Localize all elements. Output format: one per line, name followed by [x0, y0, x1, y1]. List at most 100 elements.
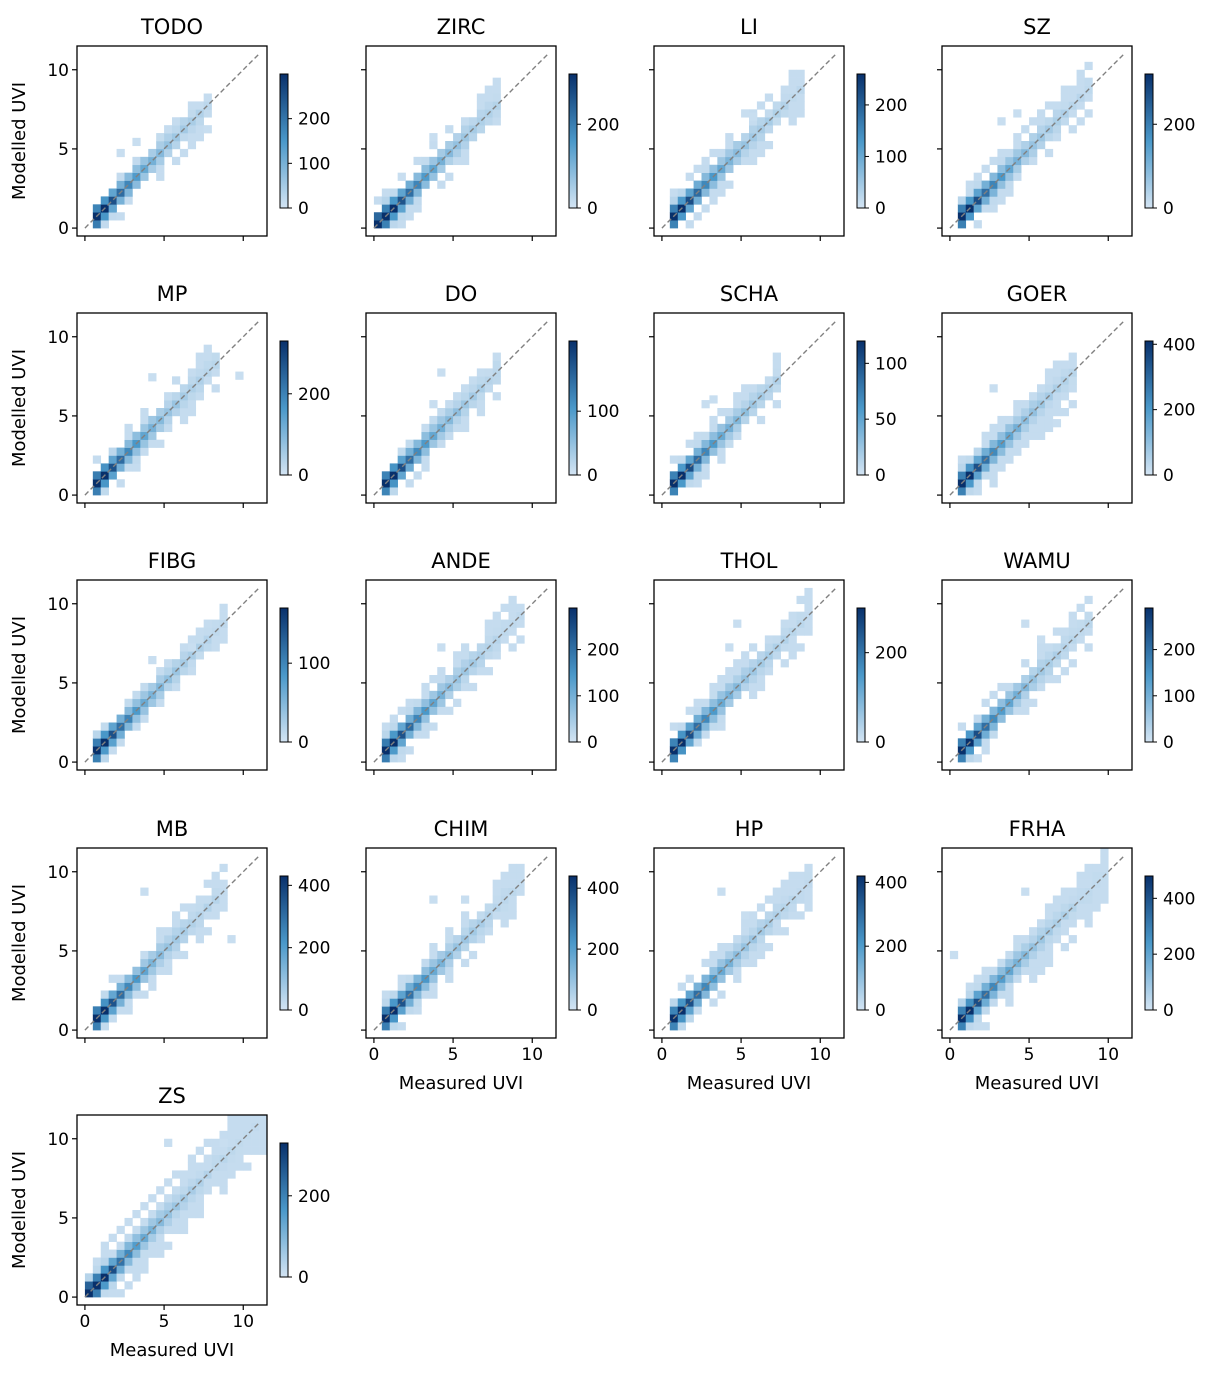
heatmap-bin — [780, 643, 789, 652]
heatmap-bin — [235, 1154, 244, 1163]
heatmap-bin — [981, 471, 990, 480]
heatmap-bin — [429, 982, 438, 991]
heatmap-bin — [516, 611, 525, 620]
heatmap-bin — [445, 431, 454, 440]
heatmap-bins — [957, 352, 1077, 496]
heatmap-bin — [156, 172, 165, 181]
heatmap-bin — [421, 714, 430, 723]
reference-line — [661, 53, 837, 229]
heatmap-bin — [243, 1115, 252, 1116]
heatmap-bin — [484, 101, 493, 110]
heatmap-bin — [179, 903, 189, 912]
heatmap-bins — [381, 595, 525, 763]
heatmap-bin — [685, 722, 694, 731]
heatmap-bin — [685, 196, 694, 205]
heatmap-bin — [476, 935, 486, 944]
heatmap-bin — [100, 196, 109, 205]
heatmap-bin — [389, 188, 398, 197]
heatmap-bin — [1068, 659, 1077, 668]
heatmap-bin — [413, 974, 422, 983]
heatmap-bin — [804, 879, 813, 888]
reference-line — [84, 53, 260, 229]
heatmap-bin — [1100, 855, 1109, 865]
heatmap-bin — [772, 400, 781, 409]
heatmap-bin — [741, 141, 750, 150]
heatmap-bin — [164, 950, 173, 960]
subplot-title: SZ — [1023, 15, 1051, 39]
heatmap-bin — [957, 738, 967, 747]
heatmap-bin — [717, 439, 726, 448]
heatmap-bin — [203, 125, 212, 134]
heatmap-bin — [1037, 423, 1046, 433]
heatmap-bin — [92, 487, 102, 496]
heatmap-bin — [989, 974, 998, 983]
heatmap-bin — [1005, 148, 1014, 158]
heatmap-bin — [453, 935, 462, 944]
heatmap-bin — [1044, 935, 1054, 944]
colorbar-tick-label: 100 — [587, 402, 619, 422]
heatmap-bin — [981, 1022, 990, 1031]
heatmap-bin — [140, 1241, 149, 1250]
colorbar-tick-label: 200 — [587, 641, 619, 661]
heatmap-bin — [203, 627, 212, 636]
heatmap-bin — [957, 463, 967, 472]
heatmap-bin — [1021, 141, 1030, 150]
heatmap-bin — [796, 643, 805, 652]
colorbar-tick-label: 0 — [587, 466, 598, 486]
heatmap-bin — [164, 133, 173, 142]
heatmap-bin — [164, 675, 173, 684]
heatmap-bins — [669, 69, 805, 229]
heatmap-bin — [405, 463, 414, 472]
heatmap-bin — [1013, 109, 1022, 118]
heatmap-bin — [788, 101, 797, 110]
heatmap-bin — [772, 919, 781, 928]
heatmap-bin — [1005, 423, 1014, 433]
heatmap-bin — [1029, 133, 1038, 142]
heatmap-bin — [195, 1170, 204, 1179]
heatmap-bin — [219, 627, 228, 636]
heatmap-bin — [461, 125, 470, 134]
heatmap-bin — [397, 730, 406, 739]
heatmap-bin — [772, 101, 781, 110]
heatmap-bin — [717, 990, 726, 999]
heatmap-bin — [429, 990, 438, 999]
heatmap-bin — [717, 682, 726, 692]
heatmap-bin — [148, 690, 157, 700]
heatmap-bins — [373, 77, 501, 229]
heatmap-bin — [756, 675, 766, 684]
heatmap-bin — [733, 431, 742, 440]
heatmap-bin — [1005, 990, 1014, 999]
colorbar — [1144, 875, 1154, 1011]
heatmap-bin — [997, 180, 1006, 189]
heatmap-bin — [677, 746, 686, 755]
heatmap-bin — [1029, 682, 1038, 692]
heatmap-bin — [108, 455, 117, 464]
heatmap-bin — [187, 903, 197, 912]
heatmap-bin — [804, 587, 813, 597]
heatmap-bin — [203, 903, 212, 912]
heatmap-bin — [701, 698, 710, 707]
heatmap-bin — [772, 352, 781, 361]
heatmap-bin — [788, 871, 797, 880]
heatmap-bin — [227, 1154, 236, 1163]
heatmap-bin — [1021, 619, 1030, 628]
heatmap-bin — [156, 935, 165, 944]
reference-line — [661, 320, 837, 496]
heatmap-bin — [405, 998, 414, 1007]
heatmap-bin — [756, 950, 766, 960]
heatmap-bin — [1052, 419, 1062, 428]
heatmap-bin — [437, 164, 446, 173]
heatmap-bin — [780, 659, 789, 668]
heatmap-bin — [445, 943, 454, 952]
heatmap-bin — [1060, 919, 1069, 928]
heatmap-bin — [693, 463, 702, 472]
heatmap-bin — [780, 903, 789, 912]
heatmap-bin — [156, 141, 165, 150]
heatmap-bin — [1044, 950, 1054, 960]
y-tick-label: 10 — [47, 61, 69, 81]
colorbar-tick-label: 200 — [1163, 115, 1195, 135]
heatmap-bin — [203, 1154, 212, 1163]
colorbar-tick-label: 200 — [1163, 401, 1195, 421]
heatmap-bin — [516, 635, 525, 644]
